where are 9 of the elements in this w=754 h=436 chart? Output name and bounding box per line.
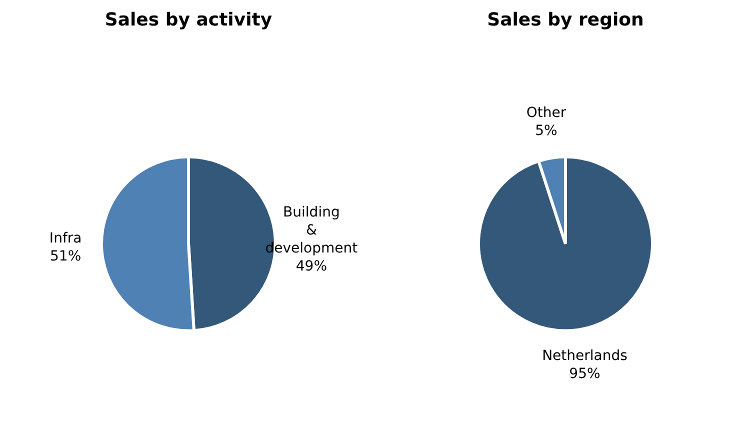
chart-title: Sales by region xyxy=(487,9,644,30)
chart-title: Sales by activity xyxy=(104,9,272,30)
slice-label: Other xyxy=(526,104,566,121)
slice-label: Infra xyxy=(49,230,82,246)
slice-label: Netherlands xyxy=(542,348,628,364)
data-label: 5% xyxy=(535,122,558,139)
data-label: 51% xyxy=(50,248,82,264)
data-label: 49% xyxy=(296,258,327,275)
data-label: 95% xyxy=(569,366,600,382)
